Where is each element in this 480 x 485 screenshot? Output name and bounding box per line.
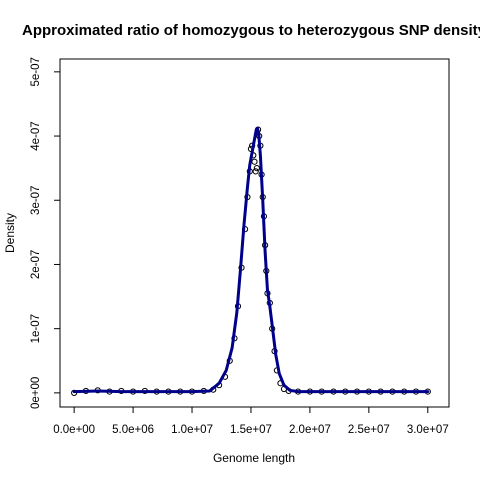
y-tick-label: 4e-07 — [30, 121, 42, 150]
x-axis-label: Genome length — [213, 451, 295, 465]
x-tick-label: 1.5e+07 — [230, 424, 272, 436]
chart-title: Approximated ratio of homozygous to hete… — [22, 22, 480, 39]
y-axis-label: Density — [3, 213, 17, 253]
density-curve — [72, 126, 430, 394]
density-line — [72, 126, 430, 394]
data-point — [253, 165, 260, 172]
y-tick-label: 2e-07 — [30, 250, 42, 279]
y-tick-label: 1e-07 — [30, 314, 42, 343]
y-tick-label: 5e-07 — [30, 57, 42, 86]
y-axis: 0e+00 1e-07 2e-07 3e-07 4e-07 5e-07 — [30, 57, 61, 409]
x-axis: 0.0e+00 5.0e+06 1.0e+07 1.5e+07 2.0e+07 2.5e+… — [53, 406, 449, 436]
x-tick-label: 5.0e+06 — [112, 424, 154, 436]
x-tick-label: 1.0e+07 — [171, 424, 213, 436]
plot-frame — [59, 58, 450, 408]
data-point — [251, 158, 258, 165]
x-tick-label: 2.0e+07 — [289, 424, 331, 436]
data-point — [252, 168, 259, 175]
y-tick-label: 0e+00 — [30, 377, 42, 409]
y-tick-label: 3e-07 — [30, 186, 42, 215]
x-tick-label: 0.0e+00 — [53, 424, 95, 436]
x-tick-label: 2.5e+07 — [348, 424, 390, 436]
x-tick-label: 3.0e+07 — [407, 424, 449, 436]
